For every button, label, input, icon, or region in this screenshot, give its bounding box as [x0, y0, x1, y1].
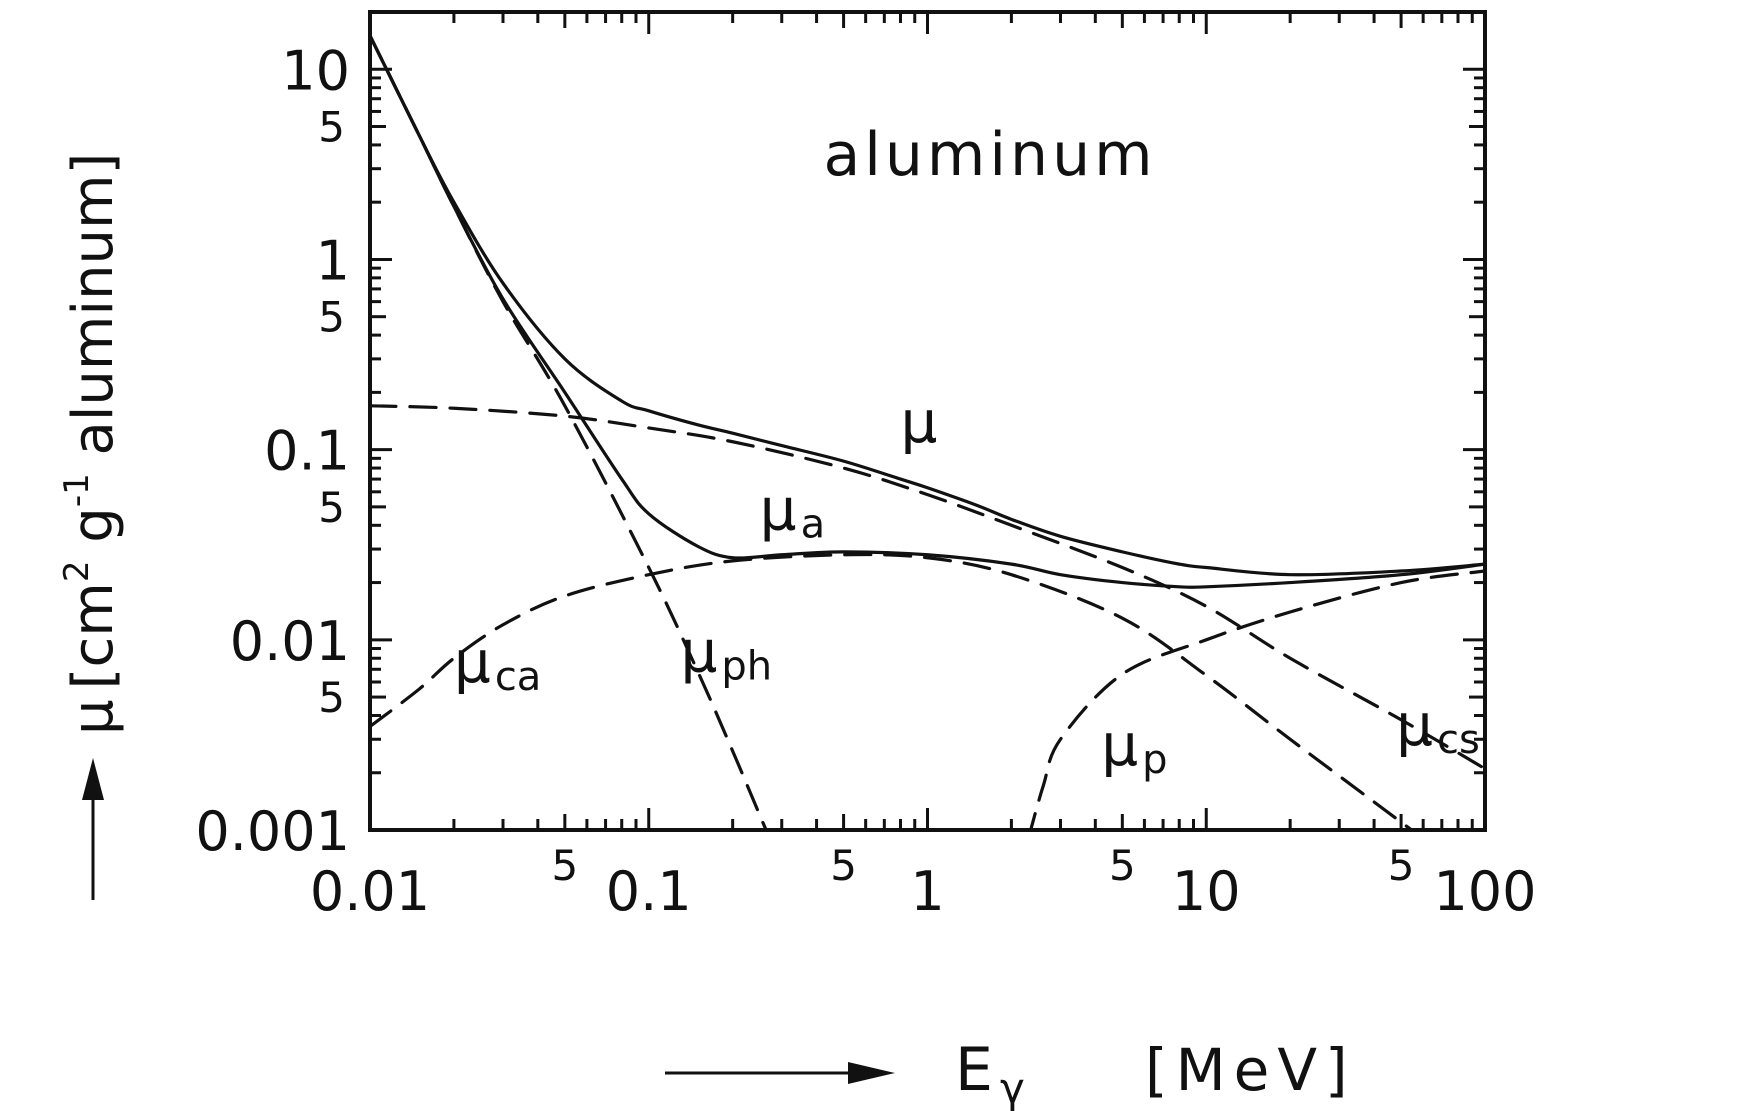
y-minor-tick-label: 5 [318, 293, 345, 342]
x-tick-labels: 0.01 0.1 1 10 100 5 5 5 5 [310, 841, 1537, 923]
y-minor-tick-label: 5 [318, 483, 345, 532]
x-minor-tick-label: 5 [1109, 841, 1136, 890]
y-tick-label: 0.1 [264, 420, 350, 483]
y-tick-label: 10 [281, 39, 350, 102]
y-axis-title: μ[cm2 g-1 aluminum] [57, 153, 126, 735]
series-label: μ ca [454, 628, 541, 700]
series-line [370, 36, 1485, 588]
x-tick-label: 1 [910, 860, 944, 923]
x-axis-symbol: E [955, 1035, 993, 1105]
x-axis-label: E γ [MeV] [665, 1035, 1356, 1111]
x-axis-unit: [MeV] [1145, 1036, 1356, 1104]
x-axis-arrowhead [848, 1062, 895, 1084]
x-tick-label: 0.1 [606, 860, 692, 923]
y-axis-arrowhead [82, 758, 104, 800]
y-minor-tick-label: 5 [318, 103, 345, 152]
y-tick-label: 0.01 [230, 610, 350, 673]
series-label: μ ph [681, 618, 773, 690]
x-minor-tick-label: 5 [551, 841, 578, 890]
y-tick-label: 0.001 [195, 800, 350, 863]
x-tick-label: 10 [1172, 860, 1241, 923]
y-minor-tick-label: 5 [318, 673, 345, 722]
x-axis-subscript: γ [1000, 1064, 1025, 1111]
x-minor-tick-label: 5 [1388, 841, 1415, 890]
x-tick-label: 0.01 [310, 860, 430, 923]
chart-title: aluminum [823, 120, 1156, 190]
series-label: μ [900, 388, 937, 456]
x-minor-tick-label: 5 [830, 841, 857, 890]
series-line [370, 406, 1485, 769]
x-tick-label: 100 [1433, 860, 1536, 923]
series-label: μ cs [1396, 691, 1480, 763]
y-axis-label: μ[cm2 g-1 aluminum] [57, 153, 126, 900]
y-tick-label: 1 [316, 229, 350, 292]
